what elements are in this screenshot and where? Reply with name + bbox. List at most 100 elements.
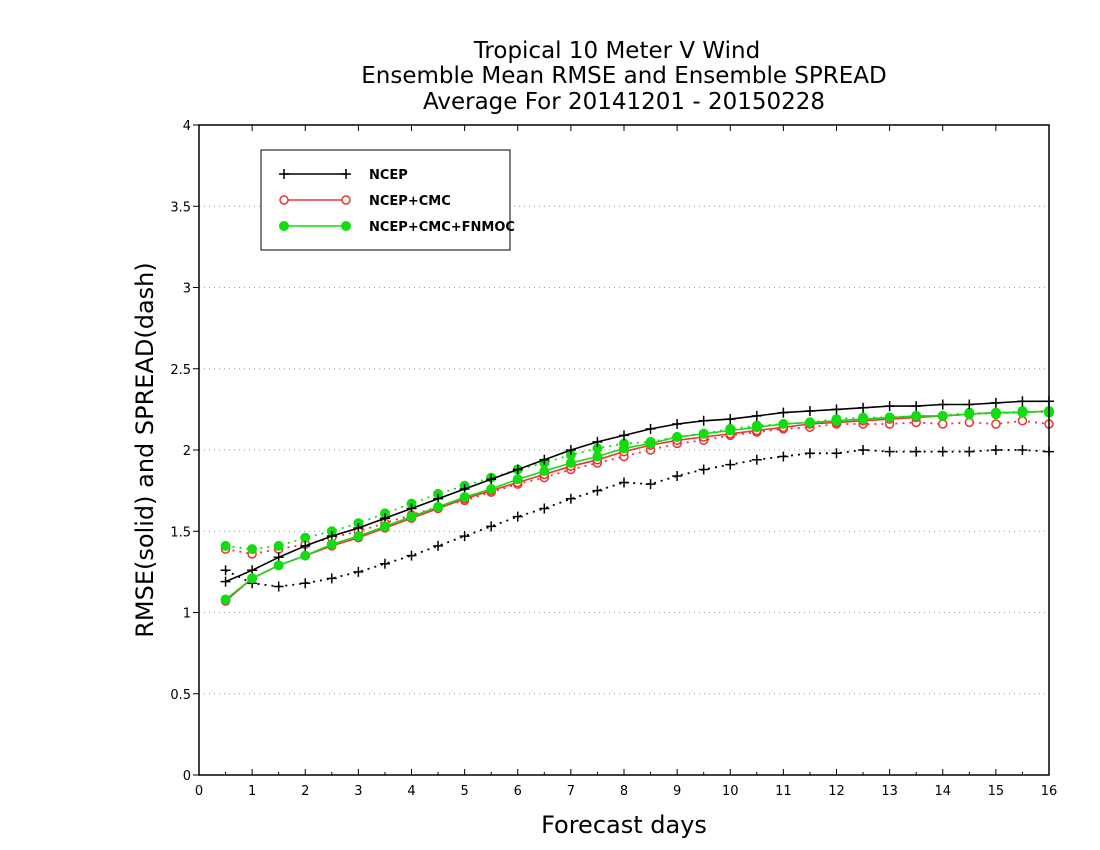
series-1-rmse-point [645, 423, 656, 434]
series-3-rmse-point [326, 539, 337, 550]
series-1-spread-point [486, 521, 497, 532]
x-tick-label: 3 [354, 784, 362, 799]
series-1-rmse-point [804, 406, 815, 416]
y-tick-label: 0 [183, 769, 191, 784]
x-tick-label: 0 [195, 784, 203, 799]
series-1-rmse-point [619, 430, 629, 441]
series-3-rmse-point [539, 466, 550, 477]
series-3-rmse-point [273, 560, 284, 571]
series-3-rmse-point [565, 458, 576, 468]
series-3-rmse-point [220, 594, 231, 605]
series-3-rmse-point [937, 410, 948, 421]
series-3-rmse-point [300, 550, 311, 561]
series-3-rmse-point [433, 501, 444, 512]
series-1-spread-point [353, 566, 364, 577]
series-1-spread-point [937, 446, 948, 457]
y-tick-label: 1 [183, 607, 191, 622]
series-1-rmse-point [565, 445, 576, 455]
legend-marker-1 [341, 169, 351, 179]
x-tick-label: 2 [301, 784, 309, 799]
series-1-spread-point [725, 459, 736, 470]
series-1-rmse-point [300, 540, 311, 551]
legend-marker-3 [341, 221, 351, 231]
y-tick-label: 2.5 [170, 363, 191, 378]
legend-marker-3 [279, 221, 289, 231]
series-1-spread-point [220, 565, 231, 576]
series-1-spread-point [326, 573, 337, 584]
series-3-rmse-point [645, 438, 656, 449]
legend-label-3: NCEP+CMC+FNMOC [369, 220, 515, 235]
series-3-rmse-point [247, 573, 258, 584]
series-3-rmse-point [619, 443, 629, 454]
series-1-rmse-point [725, 414, 736, 425]
series-3-rmse-point [725, 425, 736, 436]
series-3-rmse-point [486, 484, 497, 494]
series-3-rmse-point [459, 492, 470, 503]
series-3-rmse-point [804, 417, 815, 428]
series-2-spread-point [991, 419, 1001, 429]
series-1-spread-point [433, 540, 444, 551]
series-1-rmse-point [1017, 396, 1028, 407]
series-3-rmse-point [831, 415, 842, 426]
series-3-rmse-point [964, 409, 975, 420]
series-1-spread-point [645, 479, 656, 490]
legend-marker-2 [279, 195, 289, 205]
y-axis-label: RMSE(solid) and SPREAD(dash) [131, 262, 159, 638]
y-tick-label: 3.5 [170, 200, 191, 215]
x-tick-label: 4 [407, 784, 415, 799]
series-layer [220, 396, 1054, 606]
series-1-spread-point [512, 511, 523, 522]
y-tick-label: 3 [183, 282, 191, 297]
series-1-spread-point [804, 448, 815, 459]
series-3-rmse-point [1017, 407, 1028, 418]
series-3-rmse-point [778, 419, 789, 429]
series-3-rmse-point [990, 407, 1001, 418]
x-tick-label: 9 [673, 784, 681, 799]
x-tick-label: 15 [988, 784, 1005, 799]
series-1-spread-point [751, 454, 762, 465]
series-3-spread-point [247, 544, 258, 555]
x-tick-label: 5 [460, 784, 468, 799]
chart-title-line-1: Tropical 10 Meter V Wind [473, 38, 760, 64]
series-1-rmse-point [884, 401, 895, 412]
x-tick-label: 7 [567, 784, 575, 799]
series-1-spread-point [990, 445, 1001, 455]
series-3-rmse-point [858, 414, 869, 425]
y-tick-label: 4 [183, 119, 191, 134]
series-1-spread-point [406, 550, 417, 561]
series-1-rmse-point [672, 419, 683, 429]
x-tick-label: 1 [248, 784, 256, 799]
series-1-spread-point [273, 581, 284, 592]
series-1-spread-point [964, 446, 975, 457]
series-1-rmse-point [539, 454, 550, 465]
series-2-spread-point [1017, 416, 1028, 426]
series-3-spread-point [220, 540, 231, 551]
series-1-rmse-point [831, 404, 842, 415]
x-tick-label: 6 [514, 784, 522, 799]
x-tick-label: 8 [620, 784, 628, 799]
series-1-spread-point [619, 477, 629, 488]
series-3-rmse-point [592, 451, 603, 462]
series-1-spread-point [858, 445, 869, 455]
legend-label-2: NCEP+CMC [369, 194, 451, 209]
plot-frame [198, 124, 1050, 776]
series-3-rmse-point [884, 412, 895, 423]
series-2-spread-point [938, 419, 948, 429]
series-1-spread-point [379, 558, 390, 569]
x-axis-label: Forecast days [541, 811, 707, 839]
series-2-spread-point [964, 417, 975, 428]
y-tick-label: 2 [183, 444, 191, 459]
chart-title-line-3: Average For 20141201 - 20150228 [423, 89, 825, 115]
series-1-spread-point [565, 493, 576, 504]
series-1-spread-point [911, 446, 922, 457]
series-1-rmse-point [698, 415, 709, 426]
series-1-spread-point [672, 471, 683, 481]
series-3-spread-point [273, 540, 284, 551]
series-3-rmse-point [698, 428, 709, 439]
legend-label-1: NCEP [369, 168, 408, 183]
series-1-spread-point [539, 503, 550, 514]
series-1-spread-point [592, 485, 603, 496]
x-tick-label: 12 [828, 784, 845, 799]
legend-marker-1 [279, 169, 289, 179]
